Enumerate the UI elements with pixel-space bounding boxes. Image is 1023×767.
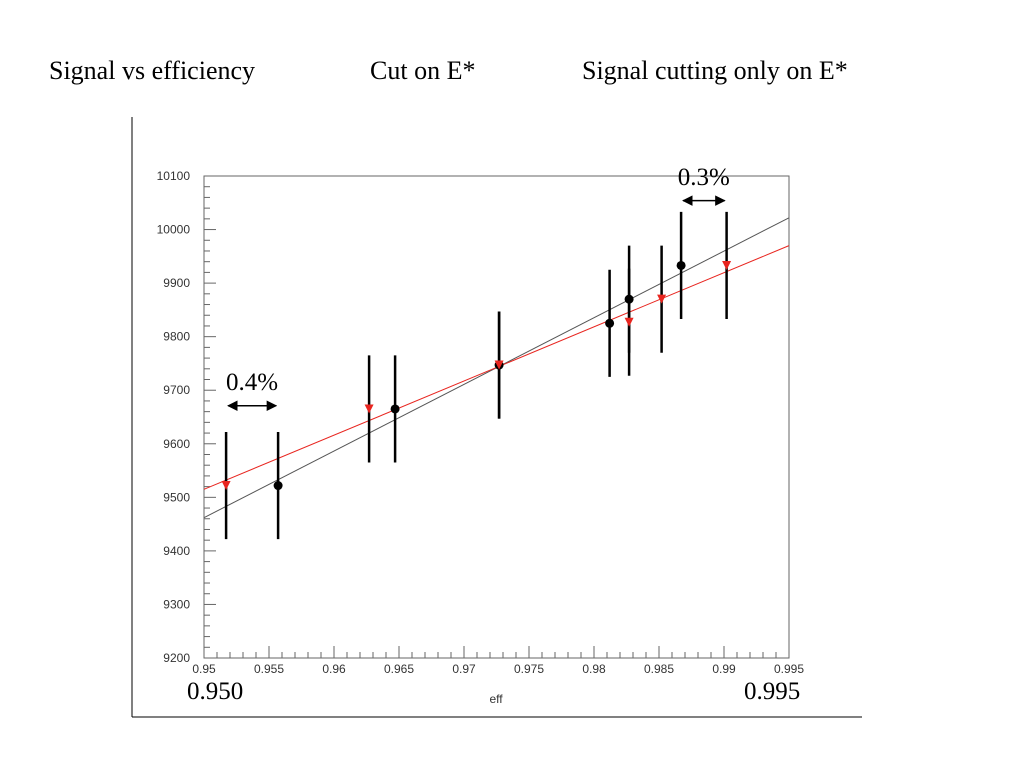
y-tick-label: 9600 bbox=[163, 437, 190, 451]
heading-cut-on-e: Cut on E* bbox=[370, 56, 476, 85]
y-tick-label: 9200 bbox=[163, 651, 190, 665]
y-axis: 9200 9300 9400 9500 9600 9700 9800 9900 10000 101… bbox=[157, 169, 216, 665]
x-axis-title: eff bbox=[489, 692, 503, 706]
heading-signal-cutting: Signal cutting only on E* bbox=[582, 56, 848, 85]
data-point-red bbox=[221, 481, 231, 491]
x-tick-label: 0.985 bbox=[644, 662, 674, 676]
y-tick-label: 9300 bbox=[163, 597, 190, 611]
x-tick-label: 0.965 bbox=[384, 662, 414, 676]
data-point-red bbox=[722, 260, 732, 270]
x-tick-label: 0.95 bbox=[192, 662, 216, 676]
y-tick-label: 9700 bbox=[163, 383, 190, 397]
x-tick-label: 0.97 bbox=[452, 662, 476, 676]
data-point-red bbox=[624, 317, 634, 327]
annotation-label: 0.3% bbox=[678, 164, 730, 191]
x-tick-label: 0.975 bbox=[514, 662, 544, 676]
data-point-red bbox=[657, 294, 667, 304]
heading-signal-vs-efficiency: Signal vs efficiency bbox=[49, 56, 256, 85]
x-tick-label: 0.96 bbox=[322, 662, 346, 676]
data-point-black bbox=[676, 260, 686, 270]
x-tick-label: 0.99 bbox=[712, 662, 736, 676]
y-tick-label: 9400 bbox=[163, 544, 190, 558]
y-tick-label: 9900 bbox=[163, 276, 190, 290]
data-point-black bbox=[605, 318, 615, 328]
y-tick-label: 10000 bbox=[157, 223, 191, 237]
data-point-black bbox=[273, 481, 283, 491]
y-tick-label: 9500 bbox=[163, 490, 190, 504]
x-tick-label: 0.955 bbox=[254, 662, 284, 676]
data-point-red bbox=[494, 360, 504, 370]
y-tick-label: 10100 bbox=[157, 169, 191, 183]
plot-frame bbox=[203, 175, 790, 659]
data-point-red bbox=[364, 404, 374, 414]
x-endpoint-left-label: 0.950 bbox=[187, 678, 243, 705]
x-tick-label: 0.98 bbox=[582, 662, 606, 676]
annotation-label: 0.4% bbox=[226, 369, 278, 396]
x-endpoint-right-label: 0.995 bbox=[744, 678, 800, 705]
x-tick-label: 0.995 bbox=[774, 662, 804, 676]
y-tick-label: 9800 bbox=[163, 330, 190, 344]
data-point-black bbox=[390, 404, 400, 414]
x-axis: 0.95 0.955 0.96 0.965 0.97 0.975 0.98 0.985 0.99… bbox=[192, 646, 804, 676]
